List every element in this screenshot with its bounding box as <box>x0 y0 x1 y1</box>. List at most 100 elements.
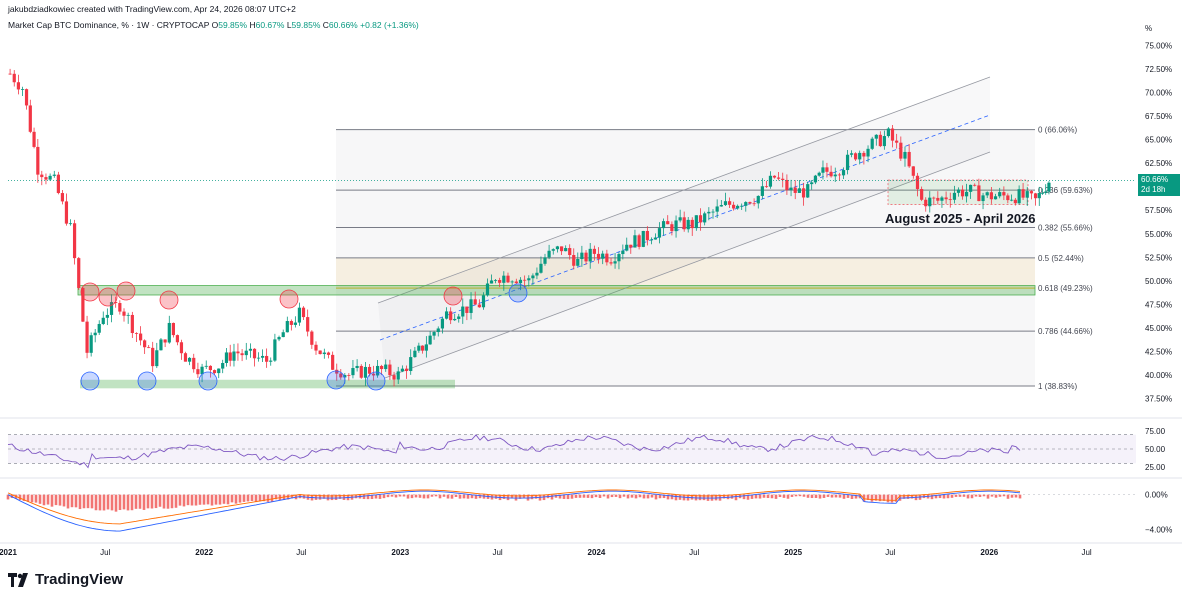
macd-histogram-bar <box>994 494 998 498</box>
fib-level-label: 0.5 (52.44%) <box>1038 254 1084 263</box>
candle-body <box>409 357 413 372</box>
macd-histogram-bar <box>378 494 382 499</box>
fib-level-label: 0 (66.06%) <box>1038 126 1077 135</box>
candle-body <box>1002 192 1006 196</box>
macd-histogram-bar <box>566 494 570 500</box>
candle-body <box>64 201 69 224</box>
macd-histogram-bar <box>390 494 394 497</box>
macd-histogram-bar <box>454 494 458 497</box>
candle-body <box>924 199 928 207</box>
candle-body <box>196 369 200 375</box>
macd-histogram-bar <box>214 494 218 505</box>
candle-body <box>60 193 65 202</box>
macd-axis-tick: 0.00% <box>1145 491 1168 500</box>
macd-histogram-bar <box>46 494 50 505</box>
candle-body <box>256 357 261 359</box>
candle-body <box>236 351 240 354</box>
candle-body <box>440 318 445 329</box>
candle-body <box>645 230 649 241</box>
candle-body <box>1047 182 1051 192</box>
macd-histogram-bar <box>178 494 182 506</box>
touch-markers <box>80 281 528 391</box>
tradingview-logo[interactable]: TradingView <box>8 571 123 588</box>
price-axis-tick: 72.50% <box>1145 65 1172 74</box>
candle-body <box>781 178 785 180</box>
macd-histogram-bar <box>722 494 726 499</box>
candle-body <box>674 220 678 232</box>
candle-body <box>547 250 551 258</box>
price-axis-tick: 42.50% <box>1145 347 1172 356</box>
macd-histogram-bar <box>598 494 602 498</box>
candle-body <box>572 255 576 266</box>
macd-histogram-bar <box>174 494 178 508</box>
candle-body <box>465 306 469 313</box>
macd-histogram-bar <box>50 494 54 507</box>
macd-histogram-bar <box>154 494 158 509</box>
macd-histogram-bar <box>330 494 334 501</box>
macd-histogram-bar <box>410 494 414 499</box>
candle-body <box>314 344 318 351</box>
candle-body <box>793 187 797 193</box>
macd-histogram-bar <box>514 494 518 501</box>
candle-body <box>126 314 130 316</box>
support-touch-marker <box>198 371 218 391</box>
price-axis-tick: 40.00% <box>1145 371 1172 380</box>
macd-histogram-bar <box>646 494 650 499</box>
candle-body <box>396 371 400 380</box>
candle-body <box>502 275 506 283</box>
candle-body <box>48 175 52 180</box>
candle-body <box>806 184 810 198</box>
macd-histogram-bar <box>814 494 818 498</box>
macd-histogram-bar <box>186 494 190 506</box>
price-axis-tick: 37.50% <box>1145 395 1172 404</box>
candle-body <box>28 105 32 132</box>
candle-body <box>1040 192 1045 194</box>
macd-histogram-bar <box>542 494 546 501</box>
candle-body <box>375 365 380 376</box>
candle-body <box>134 333 139 334</box>
support-touch-marker <box>508 283 528 303</box>
candle-body <box>380 365 384 370</box>
candle-body <box>281 332 285 338</box>
candle-body <box>940 197 944 201</box>
candle-body <box>326 352 331 355</box>
candle-body <box>228 352 232 361</box>
macd-histogram-bar <box>854 494 858 499</box>
macd-histogram-bar <box>258 494 262 502</box>
ohlc-open-label: O <box>211 20 219 30</box>
bar-countdown: 2d 18h <box>1141 185 1166 194</box>
macd-histogram-bar <box>674 494 678 501</box>
support-touch-marker <box>80 371 100 391</box>
fib-level-label: 0.236 (59.63%) <box>1038 186 1093 195</box>
candle-body <box>932 197 936 199</box>
candle-body <box>130 314 134 334</box>
macd-histogram-bar <box>502 494 506 499</box>
candle-body <box>866 148 870 157</box>
macd-histogram-bar <box>494 494 498 499</box>
candle-body <box>821 167 825 173</box>
candle-body <box>122 311 126 316</box>
candle-body <box>601 253 605 259</box>
price-axis-tick: 55.00% <box>1145 230 1172 239</box>
macd-histogram-bar <box>62 494 66 507</box>
candle-body <box>870 138 874 149</box>
macd-histogram-bar <box>890 494 894 503</box>
macd-histogram-bar <box>134 494 138 509</box>
candle-body <box>301 307 306 318</box>
macd-histogram-bar <box>966 494 970 499</box>
candle-body <box>564 248 568 252</box>
macd-histogram-bar <box>286 494 290 500</box>
candle-body <box>911 166 915 176</box>
time-axis-tick: Jul <box>296 548 306 557</box>
macd-histogram-bar <box>42 494 46 506</box>
macd-histogram-bar <box>422 494 426 499</box>
candle-body <box>1029 191 1034 194</box>
rsi-axis-tick: 75.00 <box>1145 427 1166 436</box>
candle-body <box>617 254 621 262</box>
macd-histogram-bar <box>562 494 566 499</box>
candle-body <box>649 239 654 241</box>
candle-body <box>192 357 196 370</box>
macd-histogram-bar <box>414 494 418 498</box>
candle-body <box>829 171 833 177</box>
candle-body <box>444 311 449 319</box>
